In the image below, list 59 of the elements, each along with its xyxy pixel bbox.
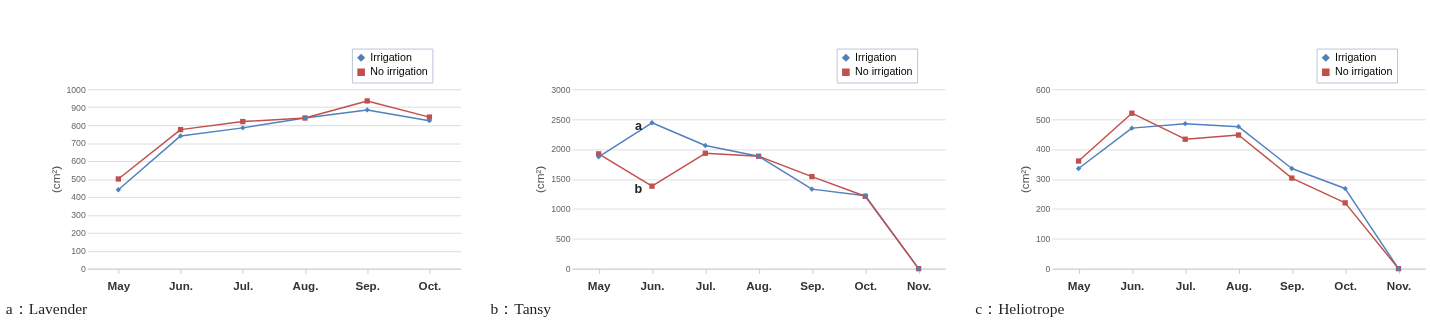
- text: a：Lavender: [5, 300, 89, 318]
- text: c：Heliotrope: [975, 300, 1065, 318]
- y-tick-label: 3000: [551, 84, 571, 95]
- x-tick-label: Jul.: [233, 279, 254, 293]
- y-tick-label: 800: [71, 120, 86, 131]
- x-tick-label: Jul.: [695, 279, 716, 293]
- y-tick-label: 0: [565, 264, 571, 275]
- x-tick-label: Nov.: [906, 279, 932, 293]
- y-tick-label: 0: [1045, 264, 1051, 275]
- y-tick-label: 400: [71, 192, 86, 203]
- y-tick-label: 2500: [551, 114, 571, 125]
- text: b：Tansy: [490, 300, 552, 318]
- x-tick-label: Sep.: [355, 279, 380, 293]
- y-tick-label: 1500: [551, 174, 571, 185]
- x-tick-label: Aug.: [746, 279, 773, 293]
- y-tick-label: 500: [71, 174, 86, 185]
- y-axis-title: (cm²): [533, 165, 547, 194]
- x-tick-label: Jun.: [169, 279, 194, 293]
- x-tick-label: Oct.: [1334, 279, 1357, 293]
- x-tick-label: May: [107, 279, 131, 293]
- x-tick-label: Nov.: [1386, 279, 1412, 293]
- y-tick-label: 400: [1035, 144, 1051, 155]
- y-tick-label: 200: [71, 228, 86, 239]
- y-tick-label: 1000: [66, 84, 86, 95]
- x-tick-label: Aug.: [292, 279, 319, 293]
- y-tick-label: 600: [1035, 84, 1051, 95]
- x-tick-label: Jul.: [1175, 279, 1196, 293]
- y-tick-label: 500: [556, 234, 571, 245]
- y-tick-label: 900: [71, 102, 86, 113]
- y-tick-label: 200: [1035, 204, 1051, 215]
- y-tick-label: 500: [1035, 114, 1051, 125]
- x-tick-label: Jun.: [1120, 279, 1145, 293]
- legend-label: No irrigation: [370, 65, 428, 78]
- y-tick-label: 100: [1035, 234, 1051, 245]
- x-tick-label: May: [1067, 279, 1091, 293]
- y-tick-label: 300: [71, 210, 86, 221]
- y-tick-label: 1000: [551, 204, 571, 215]
- y-tick-label: 300: [1035, 174, 1051, 185]
- legend-label: Irrigation: [370, 50, 412, 63]
- x-tick-label: Oct.: [418, 279, 442, 293]
- y-tick-label: 600: [71, 156, 86, 167]
- x-tick-label: Aug.: [1226, 279, 1252, 293]
- y-tick-label: 0: [80, 264, 86, 275]
- x-tick-label: Sep.: [1280, 279, 1305, 293]
- annotation: b: [634, 181, 643, 196]
- annotation: a: [634, 118, 643, 133]
- y-tick-label: 2000: [551, 144, 571, 155]
- y-axis-title: (cm²): [1018, 165, 1032, 194]
- x-tick-label: Sep.: [800, 279, 825, 293]
- legend-label: No irrigation: [1334, 65, 1393, 78]
- legend-label: Irrigation: [1334, 50, 1377, 63]
- x-tick-label: Oct.: [854, 279, 878, 293]
- y-tick-label: 100: [71, 246, 86, 257]
- y-axis-title: (cm²): [48, 165, 62, 194]
- legend-label: Irrigation: [855, 50, 897, 63]
- x-tick-label: May: [587, 279, 611, 293]
- x-tick-label: Jun.: [640, 279, 665, 293]
- legend-label: No irrigation: [855, 65, 913, 78]
- y-tick-label: 700: [71, 138, 86, 149]
